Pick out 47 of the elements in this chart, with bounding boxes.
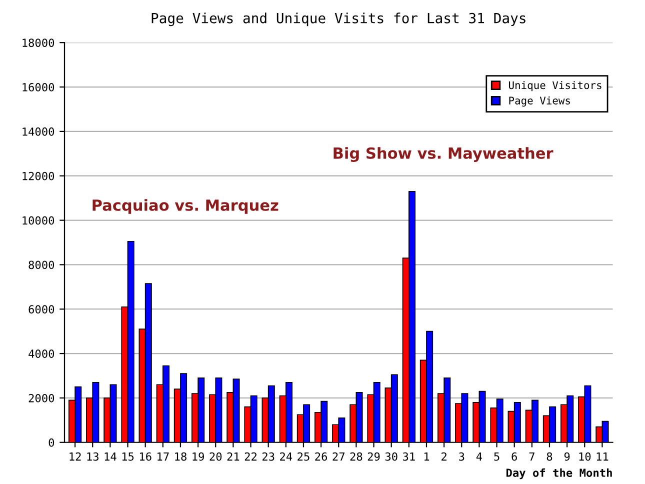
y-tick-label: 16000: [22, 83, 54, 92]
annotation: Big Show vs. Mayweather: [334, 147, 554, 162]
legend-label: Unique Visitors: [509, 81, 602, 92]
legend-label: Page Views: [509, 96, 570, 107]
x-tick-label: 11: [596, 452, 608, 461]
x-tick-label: 17: [158, 452, 169, 461]
x-tick-label: 20: [210, 452, 222, 461]
x-tick-label: 18: [175, 452, 186, 461]
x-tick-label: 23: [262, 452, 274, 461]
y-tick-label: 2000: [28, 394, 54, 402]
x-tick-label: 6: [512, 452, 517, 461]
x-tick-label: 28: [350, 452, 362, 461]
x-tick-label: 29: [368, 452, 380, 461]
y-tick-label: 4000: [28, 350, 54, 358]
x-tick-label: 7: [529, 452, 534, 461]
x-tick-label: 19: [192, 452, 204, 461]
x-tick-label: 8: [546, 452, 552, 461]
x-tick-label: 1: [424, 452, 430, 461]
x-tick-label: 10: [579, 452, 591, 461]
x-tick-label: 4: [476, 452, 482, 461]
annotation: Pacquiao vs. Marquez: [92, 199, 278, 214]
x-tick-label: 15: [122, 452, 134, 461]
x-tick-label: 12: [70, 452, 81, 461]
x-tick-label: 3: [459, 452, 464, 461]
x-axis-title: Day of the Month: [506, 468, 612, 480]
x-tick-label: 21: [227, 452, 240, 461]
y-tick-label: 18000: [22, 38, 54, 47]
x-tick-label: 25: [298, 452, 310, 461]
x-tick-label: 14: [104, 452, 116, 461]
x-tick-label: 24: [280, 452, 292, 461]
x-tick-label: 26: [315, 452, 328, 461]
x-tick-label: 13: [87, 452, 98, 461]
y-tick-label: 8000: [28, 260, 54, 270]
chart-title: Page Views and Unique Visits for Last 31 Days: [152, 12, 526, 26]
y-tick-label: 14000: [22, 127, 54, 136]
y-tick-label: 10000: [22, 216, 54, 225]
x-tick-label: 31: [402, 452, 415, 461]
x-tick-label: 30: [385, 452, 398, 461]
x-tick-label: 16: [140, 452, 152, 461]
x-tick-label: 5: [494, 452, 500, 461]
x-tick-label: 22: [244, 452, 257, 461]
y-tick-label: 12000: [22, 172, 54, 180]
x-tick-label: 2: [442, 452, 446, 461]
y-tick-label: 0: [48, 438, 54, 447]
x-tick-label: 9: [564, 452, 570, 461]
y-tick-label: 6000: [28, 305, 54, 314]
x-tick-label: 27: [332, 452, 344, 461]
